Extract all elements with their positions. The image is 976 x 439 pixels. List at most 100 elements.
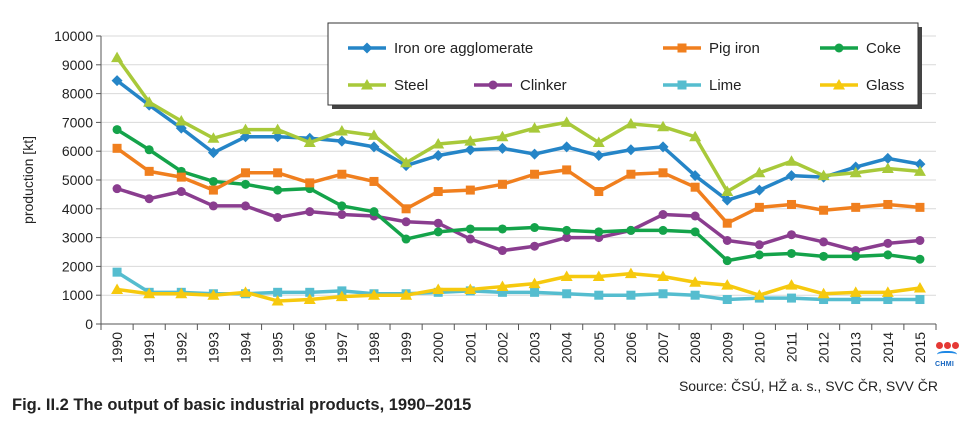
- data-point-coke: [562, 225, 572, 235]
- y-tick-label: 6000: [62, 143, 93, 159]
- data-point-coke: [530, 223, 540, 233]
- data-point-glass: [303, 293, 316, 305]
- chmi-logo: CHMI: [935, 340, 961, 374]
- data-point-pig-iron: [786, 199, 796, 209]
- data-point-lime: [915, 295, 925, 305]
- data-point-steel: [303, 136, 316, 148]
- data-point-glass: [464, 283, 477, 294]
- data-point-coke: [754, 250, 764, 260]
- data-point-glass: [143, 287, 156, 299]
- data-point-pig-iron: [690, 182, 700, 192]
- data-point-coke: [497, 224, 507, 234]
- data-point-lime: [819, 295, 829, 305]
- data-point-coke: [337, 201, 347, 211]
- data-point-glass: [881, 286, 894, 297]
- x-tick-label: 2002: [494, 332, 510, 363]
- x-tick-label: 2010: [751, 332, 767, 363]
- series-line-coke: [116, 128, 921, 263]
- data-point-coke: [594, 227, 604, 237]
- data-point-lime: [883, 295, 893, 305]
- data-point-clinker: [433, 218, 443, 228]
- x-tick-label: 1997: [334, 332, 350, 363]
- data-point-glass: [207, 289, 220, 300]
- x-tick-label: 2006: [623, 332, 639, 363]
- data-point-coke: [819, 251, 829, 261]
- legend-marker-pig-iron: [677, 43, 687, 53]
- data-point-pig-iron: [915, 202, 925, 212]
- data-point-lime: [594, 290, 604, 300]
- x-tick-label: 1990: [109, 332, 125, 363]
- legend-label-glass: Glass: [866, 77, 904, 94]
- data-point-iron-ore-agglomerate: [625, 144, 637, 156]
- data-point-clinker: [465, 234, 475, 244]
- data-point-steel: [753, 166, 766, 178]
- series-line-pig-iron: [116, 146, 921, 225]
- data-point-glass: [624, 267, 637, 279]
- data-point-glass: [367, 289, 380, 300]
- legend-label-steel: Steel: [394, 77, 428, 94]
- x-tick-label: 1996: [302, 332, 318, 363]
- data-point-clinker: [208, 201, 218, 211]
- data-point-glass: [239, 286, 252, 297]
- x-tick-label: 2007: [655, 332, 671, 363]
- data-point-glass: [271, 294, 284, 306]
- data-point-steel: [400, 156, 413, 168]
- data-point-coke: [722, 256, 732, 266]
- data-point-coke: [112, 125, 122, 135]
- x-tick-label: 1991: [141, 332, 157, 363]
- data-point-iron-ore-agglomerate: [368, 141, 380, 153]
- data-point-pig-iron: [722, 218, 732, 228]
- data-point-pig-iron: [819, 205, 829, 215]
- y-tick-label: 0: [85, 316, 93, 332]
- data-point-steel: [817, 169, 830, 181]
- x-tick-label: 2003: [527, 332, 543, 363]
- series-line-steel: [115, 56, 921, 194]
- data-point-lime: [562, 289, 572, 299]
- data-point-clinker: [722, 235, 732, 245]
- series-line-clinker: [116, 186, 921, 253]
- y-tick-label: 2000: [62, 258, 93, 274]
- data-point-clinker: [530, 241, 540, 251]
- data-point-clinker: [658, 210, 668, 220]
- data-point-coke: [273, 185, 283, 195]
- data-point-steel: [849, 166, 862, 178]
- data-point-pig-iron: [369, 176, 379, 186]
- data-point-pig-iron: [273, 168, 283, 178]
- y-tick-label: 3000: [62, 230, 93, 246]
- data-point-clinker: [273, 212, 283, 222]
- logo-dot: [944, 342, 951, 349]
- data-point-coke: [401, 234, 411, 244]
- data-point-steel: [657, 120, 670, 132]
- data-point-clinker: [562, 233, 572, 243]
- data-point-iron-ore-agglomerate: [721, 194, 733, 206]
- data-point-clinker: [241, 201, 251, 211]
- x-tick-label: 1993: [205, 332, 221, 363]
- data-point-coke: [465, 224, 475, 234]
- legend-label-lime: Lime: [709, 77, 742, 94]
- data-point-coke: [369, 207, 379, 217]
- data-point-lime: [530, 287, 540, 297]
- x-tick-label: 2001: [462, 332, 478, 363]
- y-tick-label: 4000: [62, 201, 93, 217]
- y-tick-label: 1000: [62, 287, 93, 303]
- data-point-clinker: [915, 235, 925, 245]
- legend-box: [327, 22, 919, 106]
- legend-label-pig-iron: Pig iron: [709, 40, 760, 57]
- x-tick-label: 1992: [173, 332, 189, 363]
- data-point-iron-ore-agglomerate: [882, 152, 894, 164]
- data-point-glass: [175, 287, 188, 299]
- data-point-iron-ore-agglomerate: [496, 142, 508, 154]
- x-tick-label: 2014: [880, 332, 896, 363]
- data-point-steel: [111, 51, 124, 63]
- data-point-glass: [817, 287, 830, 299]
- data-point-coke: [690, 227, 700, 237]
- data-point-glass: [400, 289, 413, 300]
- data-point-pig-iron: [305, 178, 315, 188]
- data-point-pig-iron: [176, 172, 186, 182]
- data-point-lime: [112, 267, 122, 277]
- data-point-pig-iron: [562, 165, 572, 175]
- data-point-steel: [721, 185, 734, 197]
- logo-dot: [936, 342, 943, 349]
- x-tick-label: 2000: [430, 332, 446, 363]
